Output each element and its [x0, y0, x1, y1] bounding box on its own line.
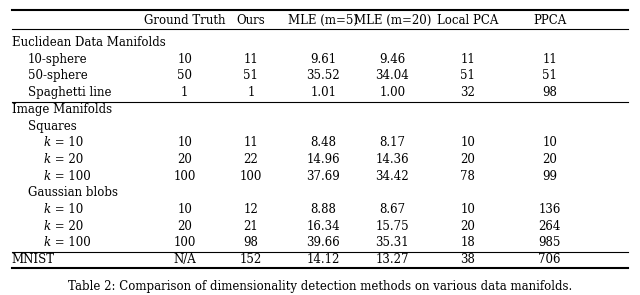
Text: 1: 1	[247, 86, 255, 99]
Text: k: k	[44, 203, 51, 216]
Text: 8.48: 8.48	[310, 136, 336, 149]
Text: 21: 21	[243, 220, 258, 233]
Text: 20: 20	[460, 220, 476, 233]
Text: Squares: Squares	[28, 119, 76, 132]
Text: 38: 38	[460, 253, 476, 266]
Text: Spaghetti line: Spaghetti line	[28, 86, 111, 99]
Text: = 10: = 10	[51, 203, 84, 216]
Text: 20: 20	[460, 153, 476, 166]
Text: = 10: = 10	[51, 136, 84, 149]
Text: 11: 11	[243, 53, 258, 66]
Text: 11: 11	[460, 53, 475, 66]
Text: 14.12: 14.12	[307, 253, 340, 266]
Text: 11: 11	[542, 53, 557, 66]
Text: 100: 100	[173, 236, 196, 249]
Text: 22: 22	[243, 153, 258, 166]
Text: 8.67: 8.67	[380, 203, 405, 216]
Text: Ours: Ours	[236, 14, 265, 27]
Text: 8.17: 8.17	[380, 136, 405, 149]
Text: 20: 20	[177, 220, 192, 233]
Text: 9.46: 9.46	[380, 53, 406, 66]
Text: 10: 10	[460, 203, 476, 216]
Text: 20: 20	[542, 153, 557, 166]
Text: 16.34: 16.34	[307, 220, 340, 233]
Text: k: k	[44, 136, 51, 149]
Text: 100: 100	[173, 170, 196, 183]
Text: 35.52: 35.52	[307, 69, 340, 83]
Text: 50: 50	[177, 69, 192, 83]
Text: 10: 10	[177, 136, 192, 149]
Text: = 100: = 100	[51, 236, 91, 249]
Text: 51: 51	[243, 69, 259, 83]
Text: 1.00: 1.00	[380, 86, 405, 99]
Text: 35.31: 35.31	[376, 236, 409, 249]
Text: = 20: = 20	[51, 153, 84, 166]
Text: k: k	[44, 220, 51, 233]
Text: 8.88: 8.88	[310, 203, 336, 216]
Text: 78: 78	[460, 170, 476, 183]
Text: k: k	[44, 153, 51, 166]
Text: 98: 98	[243, 236, 259, 249]
Text: 98: 98	[542, 86, 557, 99]
Text: Local PCA: Local PCA	[437, 14, 499, 27]
Text: 50-sphere: 50-sphere	[28, 69, 87, 83]
Text: Table 2: Comparison of dimensionality detection methods on various data manifold: Table 2: Comparison of dimensionality de…	[68, 280, 572, 293]
Text: Gaussian blobs: Gaussian blobs	[28, 186, 118, 199]
Text: 985: 985	[538, 236, 561, 249]
Text: 11: 11	[243, 136, 258, 149]
Text: 152: 152	[240, 253, 262, 266]
Text: 14.36: 14.36	[376, 153, 409, 166]
Text: 10-sphere: 10-sphere	[28, 53, 87, 66]
Text: 1: 1	[181, 86, 188, 99]
Text: 99: 99	[542, 170, 557, 183]
Text: 10: 10	[177, 53, 192, 66]
Text: PPCA: PPCA	[533, 14, 566, 27]
Text: Euclidean Data Manifolds: Euclidean Data Manifolds	[12, 36, 166, 49]
Text: 20: 20	[177, 153, 192, 166]
Text: 10: 10	[542, 136, 557, 149]
Text: 136: 136	[538, 203, 561, 216]
Text: 18: 18	[460, 236, 475, 249]
Text: 9.61: 9.61	[310, 53, 336, 66]
Text: 14.96: 14.96	[307, 153, 340, 166]
Text: 15.75: 15.75	[376, 220, 409, 233]
Text: 34.42: 34.42	[376, 170, 409, 183]
Text: = 100: = 100	[51, 170, 91, 183]
Text: 13.27: 13.27	[376, 253, 409, 266]
Text: MNIST: MNIST	[12, 253, 55, 266]
Text: 706: 706	[538, 253, 561, 266]
Text: Ground Truth: Ground Truth	[144, 14, 225, 27]
Text: 1.01: 1.01	[310, 86, 336, 99]
Text: 10: 10	[177, 203, 192, 216]
Text: 34.04: 34.04	[376, 69, 409, 83]
Text: 10: 10	[460, 136, 476, 149]
Text: = 20: = 20	[51, 220, 84, 233]
Text: MLE (m=5): MLE (m=5)	[288, 14, 358, 27]
Text: MLE (m=20): MLE (m=20)	[354, 14, 431, 27]
Text: N/A: N/A	[173, 253, 196, 266]
Text: 32: 32	[460, 86, 476, 99]
Text: 12: 12	[243, 203, 258, 216]
Text: 264: 264	[538, 220, 561, 233]
Text: Image Manifolds: Image Manifolds	[12, 103, 112, 116]
Text: 39.66: 39.66	[307, 236, 340, 249]
Text: 51: 51	[460, 69, 476, 83]
Text: 100: 100	[239, 170, 262, 183]
Text: k: k	[44, 236, 51, 249]
Text: 37.69: 37.69	[307, 170, 340, 183]
Text: 51: 51	[542, 69, 557, 83]
Text: k: k	[44, 170, 51, 183]
